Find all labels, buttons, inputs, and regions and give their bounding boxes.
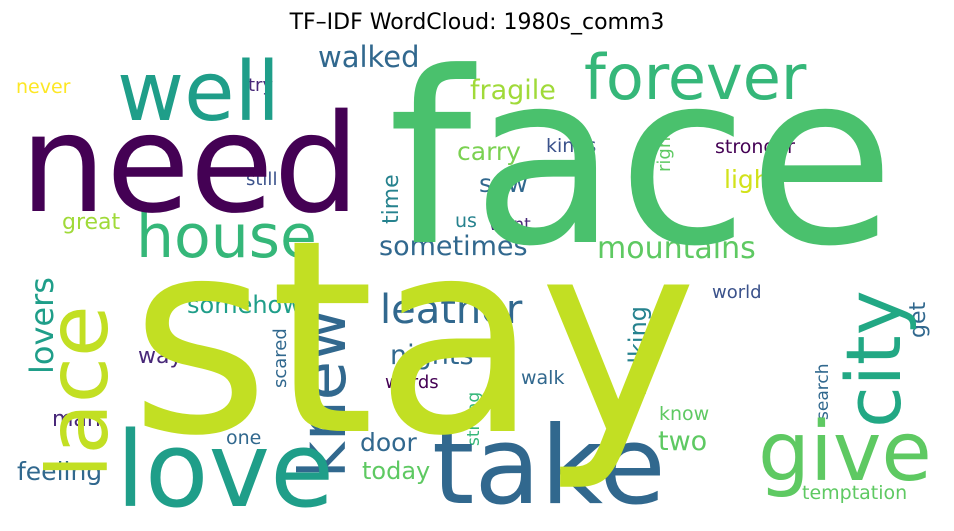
word-lace: lace [29,305,127,478]
word-stronger: stronger [715,136,795,158]
word-need: need [20,86,360,244]
word-leather: leather [380,287,523,333]
word-stay: stay [130,183,698,495]
word-way: way [138,344,183,369]
word-take: take [432,404,666,529]
word-fragile: fragile [470,75,556,106]
word-still: still [246,169,278,190]
word-great: great [62,210,121,235]
word-house: house [136,202,317,272]
word-feeling: feeling [17,457,103,486]
word-light: light [724,165,780,194]
word-somehow: somehow [187,291,302,319]
word-one: one [226,427,262,449]
word-forever: forever [584,41,807,114]
word-know: know [659,403,710,425]
word-mountains: mountains [597,231,756,266]
word-door: door [360,428,417,457]
word-walk: walk [521,367,565,389]
word-sometimes: sometimes [379,231,528,262]
word-nights: nights [390,340,474,371]
word-never: never [16,76,71,98]
word-man: man [52,407,101,432]
word-walked: walked [318,40,420,74]
word-two: two [658,426,708,457]
word-try: try [248,75,274,96]
word-love: love [116,409,335,531]
word-today: today [362,457,431,485]
word-want: want [489,215,531,235]
word-words: words [385,372,439,393]
word-saw: saw [479,169,528,198]
word-face: face [388,22,895,299]
word-us: us [455,210,477,232]
word-well: well [117,45,281,140]
word-carry: carry [457,137,521,166]
chart-title: TF–IDF WordCloud: 1980s_comm3 [289,10,665,35]
word-give: give [758,405,932,500]
word-temptation: temptation [802,482,908,504]
word-kinds: kinds [546,135,597,157]
word-world: world [712,282,762,303]
